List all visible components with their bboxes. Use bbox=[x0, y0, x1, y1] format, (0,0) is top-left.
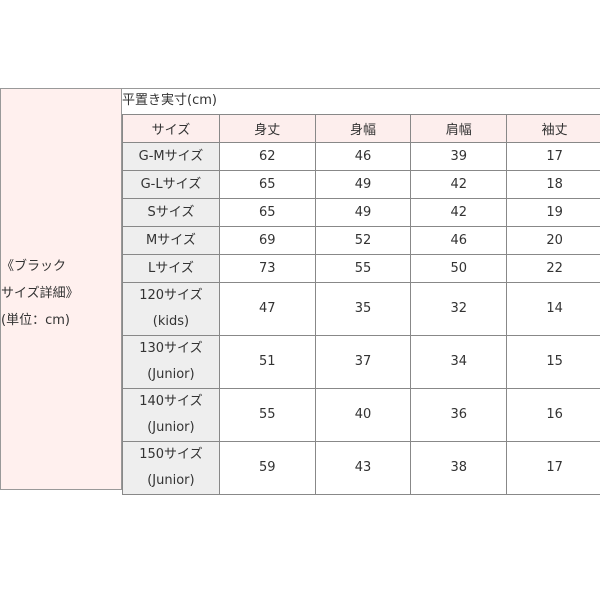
value-cell: 43 bbox=[314, 441, 412, 495]
header-cell: サイズ bbox=[122, 114, 220, 143]
table-row: Mサイズ 69 52 46 20 bbox=[122, 226, 600, 255]
table-row: G-Lサイズ 65 49 42 18 bbox=[122, 170, 600, 199]
value-cell: 49 bbox=[314, 170, 412, 199]
size-label: (Junior) bbox=[147, 473, 195, 488]
size-table: サイズ 身丈 身幅 肩幅 袖丈 G-Mサイズ 62 46 39 17 G-Lサイズ 65 49… bbox=[122, 114, 600, 495]
table-row: 150サイズ (Junior) 59 43 38 17 bbox=[122, 441, 600, 495]
value-cell: 35 bbox=[314, 282, 412, 336]
size-label: G-Lサイズ bbox=[140, 177, 202, 192]
value-cell: 42 bbox=[410, 198, 508, 227]
value-cell: 46 bbox=[314, 142, 412, 171]
size-label: 150サイズ bbox=[139, 447, 203, 462]
value-cell: 38 bbox=[410, 441, 508, 495]
value-cell: 42 bbox=[410, 170, 508, 199]
value-cell: 65 bbox=[218, 170, 316, 199]
value-cell: 19 bbox=[506, 198, 600, 227]
header-cell: 肩幅 bbox=[410, 114, 508, 143]
value-cell: 20 bbox=[506, 226, 600, 255]
value-cell: 16 bbox=[506, 388, 600, 442]
table-caption: 平置き実寸(cm) bbox=[122, 93, 217, 108]
value-cell: 18 bbox=[506, 170, 600, 199]
table-row: 120サイズ (kids) 47 35 32 14 bbox=[122, 282, 600, 336]
value-cell: 40 bbox=[314, 388, 412, 442]
size-cell: G-Lサイズ bbox=[122, 170, 220, 199]
table-row: 130サイズ (Junior) 51 37 34 15 bbox=[122, 335, 600, 389]
value-cell: 55 bbox=[218, 388, 316, 442]
value-cell: 69 bbox=[218, 226, 316, 255]
value-cell: 34 bbox=[410, 335, 508, 389]
side-label-line: 《ブラック bbox=[1, 259, 67, 274]
header-cell: 身丈 bbox=[218, 114, 316, 143]
size-label: Lサイズ bbox=[148, 261, 194, 276]
side-label-cell: 《ブラック サイズ詳細》 (単位：cm) bbox=[1, 89, 121, 489]
size-cell: 140サイズ (Junior) bbox=[122, 388, 220, 442]
size-label: 120サイズ bbox=[139, 288, 203, 303]
value-cell: 49 bbox=[314, 198, 412, 227]
size-label: (Junior) bbox=[147, 367, 195, 382]
value-cell: 46 bbox=[410, 226, 508, 255]
size-label: Mサイズ bbox=[146, 233, 196, 248]
value-cell: 15 bbox=[506, 335, 600, 389]
value-cell: 17 bbox=[506, 142, 600, 171]
side-label-line: (単位：cm) bbox=[1, 313, 70, 328]
value-cell: 22 bbox=[506, 254, 600, 283]
value-cell: 39 bbox=[410, 142, 508, 171]
value-cell: 62 bbox=[218, 142, 316, 171]
table-row: Sサイズ 65 49 42 19 bbox=[122, 198, 600, 227]
value-cell: 65 bbox=[218, 198, 316, 227]
value-cell: 14 bbox=[506, 282, 600, 336]
value-cell: 47 bbox=[218, 282, 316, 336]
value-cell: 50 bbox=[410, 254, 508, 283]
value-cell: 55 bbox=[314, 254, 412, 283]
value-cell: 36 bbox=[410, 388, 508, 442]
size-cell: 150サイズ (Junior) bbox=[122, 441, 220, 495]
side-label-line: サイズ詳細》 bbox=[1, 286, 79, 301]
size-label: Sサイズ bbox=[147, 205, 195, 220]
header-row: サイズ 身丈 身幅 肩幅 袖丈 bbox=[122, 114, 600, 143]
value-cell: 52 bbox=[314, 226, 412, 255]
size-label: (Junior) bbox=[147, 420, 195, 435]
size-cell: G-Mサイズ bbox=[122, 142, 220, 171]
measurement-section: 平置き実寸(cm) サイズ 身丈 身幅 肩幅 袖丈 G-Mサイズ 62 46 39 17… bbox=[121, 89, 600, 495]
size-label: 130サイズ bbox=[139, 341, 203, 356]
value-cell: 59 bbox=[218, 441, 316, 495]
size-cell: 130サイズ (Junior) bbox=[122, 335, 220, 389]
value-cell: 37 bbox=[314, 335, 412, 389]
size-cell: Sサイズ bbox=[122, 198, 220, 227]
size-cell: 120サイズ (kids) bbox=[122, 282, 220, 336]
table-row: G-Mサイズ 62 46 39 17 bbox=[122, 142, 600, 171]
value-cell: 51 bbox=[218, 335, 316, 389]
header-cell: 身幅 bbox=[314, 114, 412, 143]
value-cell: 32 bbox=[410, 282, 508, 336]
size-chart: 《ブラック サイズ詳細》 (単位：cm) 平置き実寸(cm) サイズ 身丈 身幅… bbox=[0, 88, 600, 495]
size-cell: Lサイズ bbox=[122, 254, 220, 283]
header-cell: 袖丈 bbox=[506, 114, 600, 143]
size-label: 140サイズ bbox=[139, 394, 203, 409]
table-row: 140サイズ (Junior) 55 40 36 16 bbox=[122, 388, 600, 442]
size-cell: Mサイズ bbox=[122, 226, 220, 255]
value-cell: 73 bbox=[218, 254, 316, 283]
size-label: (kids) bbox=[152, 314, 190, 329]
table-row: Lサイズ 73 55 50 22 bbox=[122, 254, 600, 283]
value-cell: 17 bbox=[506, 441, 600, 495]
size-label: G-Mサイズ bbox=[138, 149, 204, 164]
